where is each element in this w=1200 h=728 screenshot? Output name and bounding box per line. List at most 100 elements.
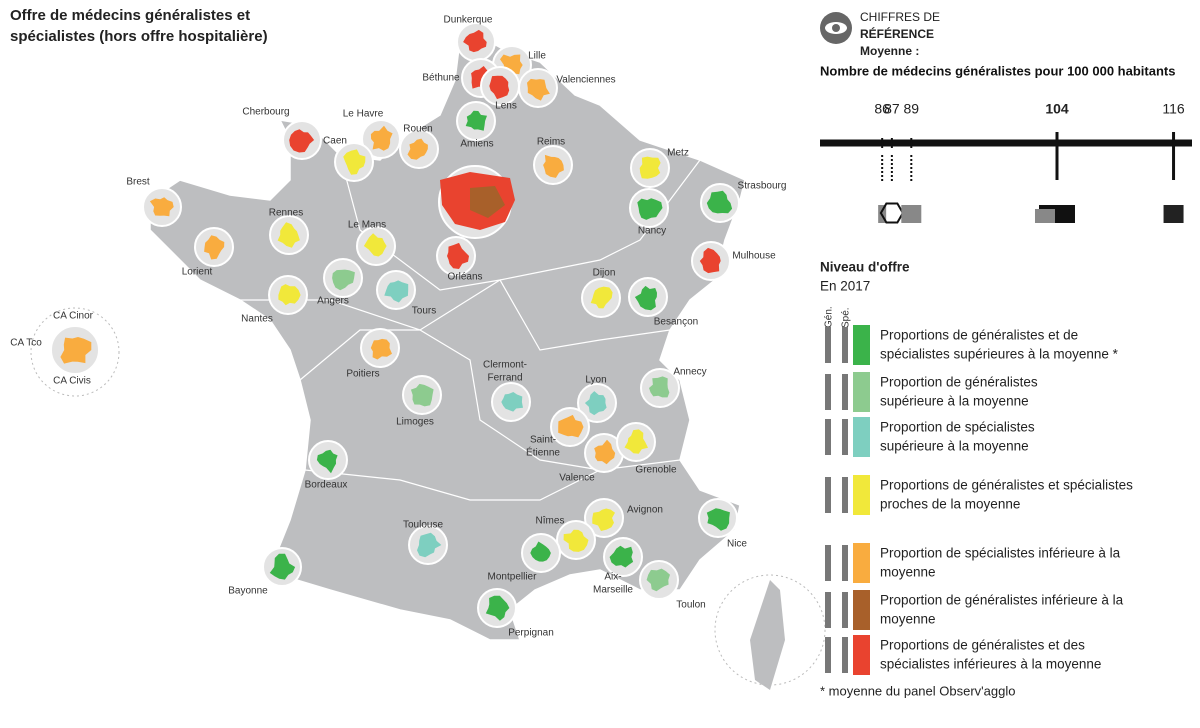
legend-label: Proportions de généralistes et des — [880, 638, 1085, 653]
reference-panel: CHIFFRES DE RÉFÉRENCE Moyenne : Nombre d… — [820, 10, 1192, 147]
footnote: * moyenne du panel Observ'agglo — [820, 683, 1015, 698]
city-label: Bayonne — [228, 586, 268, 597]
legend-gen-bar — [825, 374, 831, 410]
legend-spe-bar — [842, 477, 848, 513]
city-area — [706, 508, 730, 531]
city-label: Grenoble — [635, 465, 677, 476]
title-line: Offre de médecins généralistes et — [10, 7, 250, 24]
average-label: Moyenne : — [860, 44, 919, 58]
city-label: Lille — [528, 51, 546, 62]
city-label: Saint- — [530, 435, 556, 446]
city-area — [649, 376, 670, 398]
city-area — [624, 429, 648, 454]
city-label: Nancy — [638, 226, 666, 237]
city-area — [278, 284, 301, 306]
legend-label: Proportion de généralistes inférieure à … — [880, 593, 1124, 608]
city-label: Cherbourg — [242, 107, 289, 118]
legend: Niveau d'offre En 2017 Gén. Spé. * moyen… — [820, 260, 1015, 699]
city-area — [204, 235, 225, 260]
city-label: Lorient — [182, 267, 213, 278]
legend-spe-bar — [842, 637, 848, 673]
city-label: Tours — [412, 306, 436, 317]
city-area — [465, 110, 487, 131]
legend-swatch — [853, 372, 870, 412]
region-border — [240, 279, 671, 351]
city-label: Caen — [323, 136, 347, 147]
reference-metric: Nombre de médecins généralistes pour 100… — [820, 63, 1175, 78]
city-area — [463, 29, 487, 53]
city-area — [269, 553, 296, 580]
legend-swatch — [853, 635, 870, 675]
legend-swatch — [853, 590, 870, 630]
city-label: Perpignan — [508, 628, 554, 639]
city-area — [699, 247, 721, 274]
corsica-frame — [714, 574, 826, 686]
scale-icon — [1034, 209, 1055, 223]
legend-swatch — [853, 417, 870, 457]
legend-year: En 2017 — [820, 279, 870, 294]
scale-tick-label: 87 — [884, 101, 900, 117]
city-label: Montpellier — [488, 572, 538, 583]
legend-title: Niveau d'offre — [820, 260, 910, 275]
city-label: Brest — [126, 177, 150, 188]
scale-icon — [901, 205, 922, 223]
city-label: Toulon — [676, 600, 705, 611]
scale-icon — [1163, 205, 1184, 223]
city-area — [558, 414, 584, 438]
legend-spe-bar — [842, 374, 848, 410]
city-label: Clermont- — [483, 360, 527, 371]
region-border — [299, 329, 681, 471]
legend-label: proches de la moyenne — [880, 497, 1020, 512]
scale-tick-label: 116 — [1162, 101, 1185, 117]
city-area — [646, 568, 670, 592]
legend-column: Gén. — [824, 306, 835, 328]
legend-label: spécialistes inférieures à la moyenne — [880, 657, 1101, 672]
city-area — [289, 129, 315, 153]
city-label: Marseille — [593, 585, 633, 596]
legend-swatch — [853, 325, 870, 365]
city-label: Le Mans — [348, 220, 386, 231]
scale-tick-label: 104 — [1045, 101, 1069, 117]
legend-spe-bar — [842, 545, 848, 581]
city-label: Valenciennes — [556, 75, 615, 86]
legend-gen-bar — [825, 545, 831, 581]
legend-label: Proportions de généralistes et de — [880, 328, 1078, 343]
legend-label: spécialistes supérieures à la moyenne * — [880, 347, 1119, 362]
legend-gen-bar — [825, 477, 831, 513]
city-label: Reims — [537, 137, 565, 148]
city-area — [370, 338, 392, 360]
reference-heading: RÉFÉRENCE — [860, 26, 934, 41]
legend-gen-bar — [825, 419, 831, 455]
map — [30, 22, 826, 690]
legend-label: Proportions de généralistes et spécialis… — [880, 478, 1133, 493]
city-area — [485, 595, 510, 621]
legend-label: moyenne — [880, 612, 936, 627]
city-label: Amiens — [460, 139, 493, 150]
city-label: Metz — [667, 148, 689, 159]
legend-swatch — [853, 543, 870, 583]
scale-tick-label: 89 — [904, 101, 920, 117]
city-label: Orléans — [447, 272, 482, 283]
city-area — [384, 280, 409, 303]
city-area — [343, 149, 366, 175]
legend-label: Proportion de spécialistes inférieure à … — [880, 546, 1121, 561]
city-area — [332, 269, 355, 291]
city-label: Valence — [559, 473, 595, 484]
city-label: Limoges — [396, 417, 434, 428]
city-label: Bordeaux — [305, 480, 348, 491]
title: Offre de médecins généralistes et spécia… — [10, 7, 268, 45]
scale-tick-label: 86 — [874, 101, 890, 117]
reunion-frame — [30, 307, 120, 397]
city-label: Étienne — [526, 446, 560, 459]
legend-spe-bar — [842, 327, 848, 363]
city-label: Rennes — [269, 208, 303, 219]
city-area — [417, 532, 442, 558]
city-area — [590, 286, 613, 309]
city-area — [447, 242, 469, 269]
city-area — [363, 233, 387, 257]
scale-icon — [879, 202, 905, 224]
paris-core — [470, 186, 505, 218]
city-label: Aix- — [604, 572, 621, 583]
city-area — [634, 285, 657, 311]
